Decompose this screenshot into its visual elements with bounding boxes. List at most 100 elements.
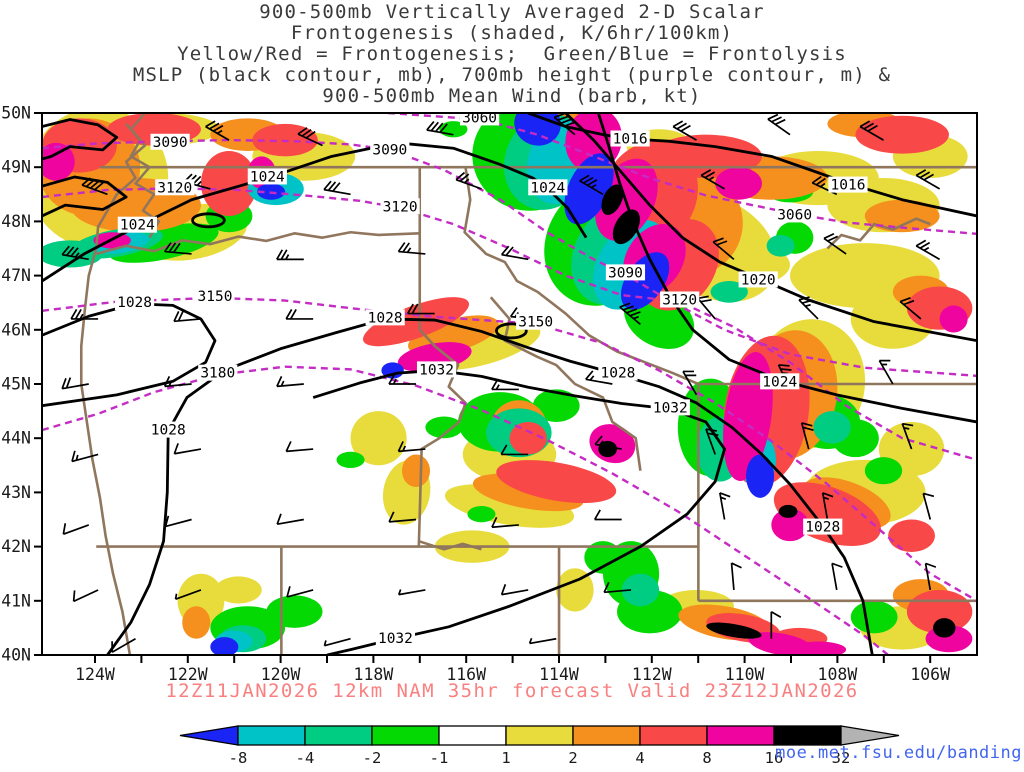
mslp-contour-1028: [42, 302, 217, 408]
title-line-3: Yellow/Red = Frontogenesis; Green/Blue =…: [177, 43, 847, 65]
colorbar-tick-label: -1: [430, 749, 449, 767]
contour-label: 3150: [518, 315, 553, 331]
wind-barb: [553, 113, 576, 136]
colorbar-svg: -8 -4 -2 -1 1 2 4 8 16 32: [179, 725, 900, 767]
contour-label: 3090: [372, 142, 407, 158]
wind-barb: [500, 444, 529, 456]
contour-label: 1016: [831, 178, 866, 194]
lon-tick-label: 118W: [354, 665, 394, 684]
missouri-river: [826, 217, 931, 250]
colorbar-tick-label: 2: [568, 749, 577, 767]
lon-tick-label: 114W: [539, 665, 579, 684]
wind-barb-layer: [61, 113, 941, 653]
title-line-2: Frontogenesis (shaded, K/6hr/100km): [290, 22, 734, 44]
lon-tick-label: 108W: [818, 665, 858, 684]
title-line-5: 900-500mb Mean Wind (barb, kt): [322, 85, 702, 107]
wind-barb: [682, 370, 698, 396]
wind-barb: [719, 492, 731, 520]
colorbar-segment: [639, 725, 708, 746]
wind-barb: [594, 435, 622, 450]
wind-barb: [323, 180, 351, 196]
wind-barb: [173, 443, 202, 455]
closed-contour: [495, 322, 528, 340]
wind-barb: [61, 245, 89, 261]
wind-barb: [821, 492, 834, 520]
wind-barb: [426, 121, 454, 136]
contour-label: 3120: [662, 292, 697, 308]
contour-label: 1028: [368, 310, 403, 326]
wind-barb: [285, 441, 314, 453]
colorbar-tick-label: 32: [832, 749, 851, 767]
chart-title: 900-500mb Vertically Averaged 2-D Scalar…: [0, 2, 1024, 107]
colorbar: -8 -4 -2 -1 1 2 4 8 16 32: [178, 725, 908, 772]
wind-barb: [286, 586, 314, 598]
height-contour-3180: [42, 365, 889, 655]
contour-label: 3120: [157, 180, 192, 196]
wind-barb: [712, 237, 735, 260]
height-contour-3150: [42, 296, 977, 602]
wind-barb: [579, 174, 604, 196]
wind-barb: [174, 589, 202, 600]
contour-label: 1028: [151, 423, 186, 439]
lon-axis: 124W 122W 120W 118W 116W 114W 112W 110W 108W 106W: [75, 655, 950, 684]
contour-label: 1028: [805, 520, 840, 536]
colorbar-tick-label: -4: [296, 749, 315, 767]
lon-tick-label: 106W: [910, 665, 950, 684]
contour-label: 1024: [762, 374, 797, 390]
wind-barb: [899, 297, 922, 320]
wind-barb: [705, 428, 719, 455]
contour-label: 1032: [653, 400, 688, 416]
wind-barb: [455, 171, 482, 190]
contour-label: 3090: [608, 265, 643, 281]
lat-tick-label: 47N: [1, 266, 31, 285]
contour-label: 3180: [200, 366, 235, 382]
wind-barb: [72, 589, 99, 603]
wind-barb: [205, 120, 230, 141]
colorbar-tick-label: 8: [702, 749, 711, 767]
website-link[interactable]: moe.met.fsu.edu/banding: [775, 743, 1022, 763]
contour-label: 1024: [530, 180, 565, 196]
lon-tick-label: 120W: [261, 665, 301, 684]
closed-contour: [191, 212, 226, 229]
lat-tick-label: 46N: [1, 320, 31, 339]
wind-barb: [823, 233, 847, 255]
lon-tick-label: 124W: [75, 665, 115, 684]
wind-barb: [491, 379, 519, 391]
contour-label: 3060: [462, 110, 497, 126]
lon-tick-label: 110W: [725, 665, 765, 684]
lat-axis: 50N 49N 48N 47N 46N 45N 44N 43N 42N 41N 40N: [1, 104, 42, 665]
wind-barb: [831, 562, 843, 591]
wind-barb: [276, 513, 304, 526]
wind-barb: [164, 515, 192, 528]
wind-barb: [770, 611, 782, 639]
lat-tick-label: 50N: [1, 104, 31, 123]
lon-tick-label: 116W: [446, 665, 486, 684]
wind-barb: [922, 492, 935, 520]
wind-barb: [388, 374, 416, 385]
wind-barb: [730, 562, 742, 591]
pacific-coastline: [79, 113, 147, 655]
colorbar-right-arrow: [840, 725, 900, 746]
contour-label: 1032: [378, 631, 413, 647]
colorbar-segment: [237, 725, 306, 746]
wind-barb: [500, 584, 529, 596]
lat-tick-label: 44N: [1, 429, 31, 448]
contour-label: 1024: [120, 218, 155, 234]
wind-barb: [285, 309, 314, 320]
wind-barb: [901, 422, 914, 450]
wind-barb: [111, 638, 136, 653]
wind-barb: [397, 441, 426, 453]
wind-barb: [798, 296, 819, 320]
map-plot-svg: 1016 1016 1020 1024 1024 1024 1024 1028 1028 1028…: [1, 104, 978, 684]
colorbar-left-arrow: [179, 725, 239, 746]
title-line-1: 900-500mb Vertically Averaged 2-D Scalar: [259, 1, 765, 23]
forecast-map: 1016 1016 1020 1024 1024 1024 1024 1028 1028 1028…: [0, 100, 1024, 694]
wind-barb: [878, 359, 894, 385]
mslp-contour-arc: [42, 118, 119, 161]
snake-river-s: [418, 539, 482, 551]
lat-tick-label: 45N: [1, 375, 31, 394]
wind-barb: [71, 450, 99, 463]
wind-barb: [397, 242, 426, 255]
lat-tick-label: 43N: [1, 483, 31, 502]
contour-label: 1028: [600, 366, 635, 382]
